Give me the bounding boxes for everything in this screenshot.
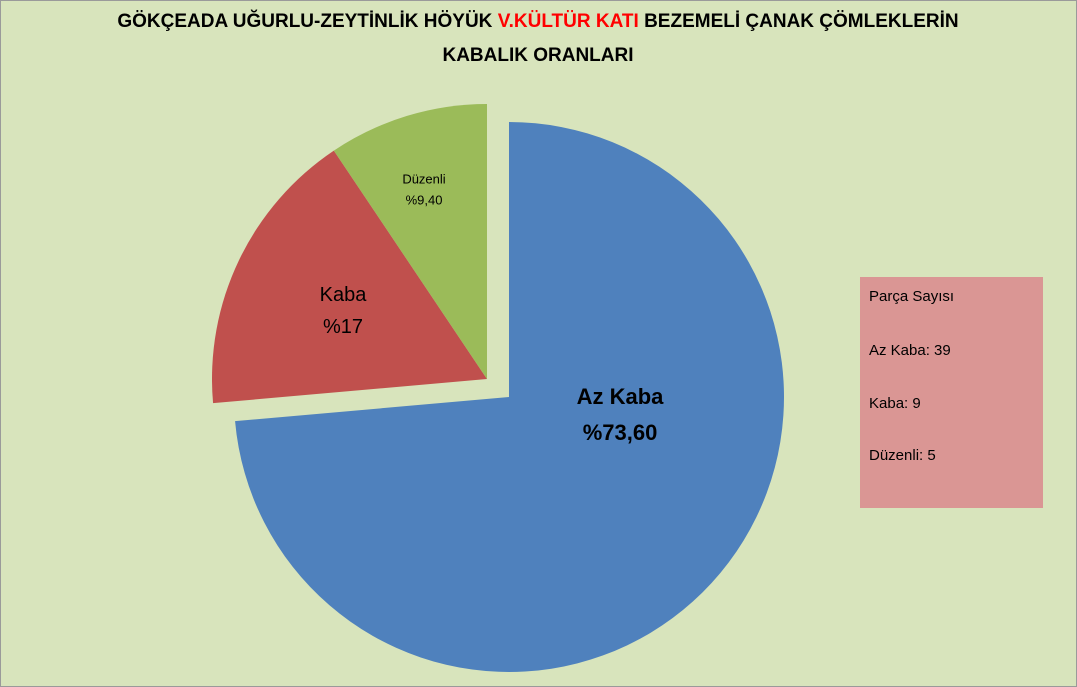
pie-slice [333,104,487,379]
annotation-title: Parça Sayısı [869,288,954,305]
pie-slice [235,122,785,672]
title-part: GÖKÇEADA UĞURLU-ZEYTİNLİK HÖYÜK [117,10,492,32]
slice-value: %73,60 [583,420,658,445]
annotation-box [860,277,1043,508]
chart-title: KABALIK ORANLARI [442,45,633,66]
pie-slice [212,150,487,404]
title-highlight: V.KÜLTÜR KATI [498,11,639,32]
slice-value: %17 [323,316,363,338]
annotation-line: Düzenli: 5 [869,447,936,464]
slice-category: Az Kaba [577,384,665,409]
slice-label: Düzenli %9,40 [402,172,445,208]
slice-category: Kaba [320,284,368,306]
slice-category: Düzenli [402,172,445,187]
slice-value: %9,40 [406,193,443,208]
annotation-line: Az Kaba: 39 [869,342,951,359]
slice-label: Az Kaba %73,60 [577,384,665,445]
title-part: BEZEMELİ ÇANAK ÇÖMLEKLERİN [644,11,959,32]
slice-label: Kaba %17 [320,284,368,338]
chart-title: GÖKÇEADA UĞURLU-ZEYTİNLİK HÖYÜK V.KÜLTÜR… [117,10,958,32]
annotation-line: Kaba: 9 [869,395,921,412]
